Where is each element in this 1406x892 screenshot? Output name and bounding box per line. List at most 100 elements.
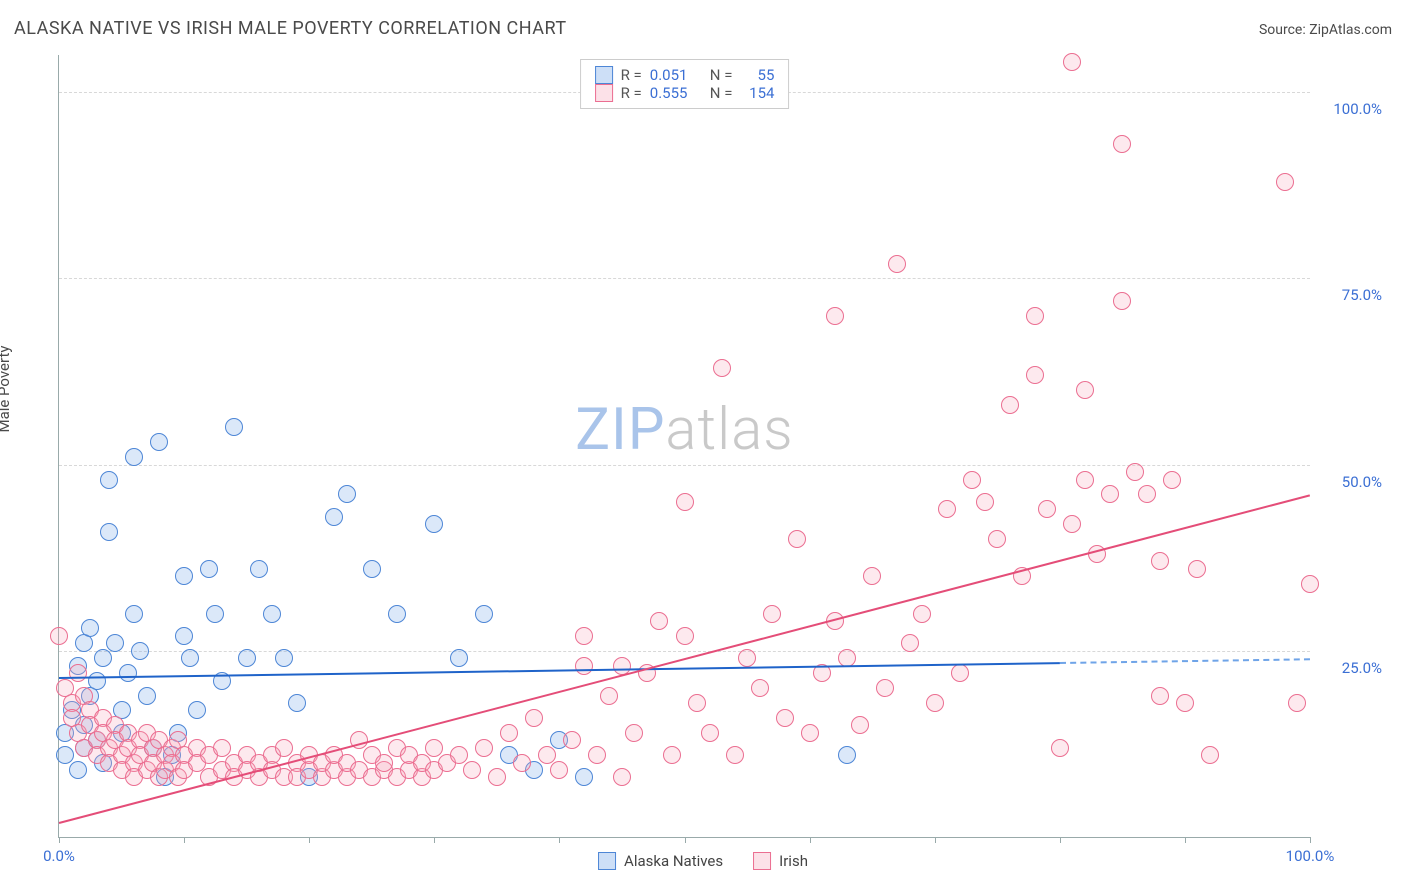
data-point-alaska [225, 418, 243, 436]
legend-swatch [595, 84, 613, 102]
legend-item-irish: Irish [753, 852, 808, 870]
x-tick [184, 837, 185, 843]
data-point-irish [575, 657, 593, 675]
data-point-irish [913, 605, 931, 623]
trend-alaska-ext [1060, 658, 1310, 664]
data-point-irish [901, 634, 919, 652]
data-point-alaska [138, 687, 156, 705]
data-point-irish [1026, 307, 1044, 325]
source-name: ZipAtlas.com [1309, 22, 1392, 38]
data-point-irish [425, 739, 443, 757]
data-point-irish [1151, 552, 1169, 570]
data-point-irish [1063, 515, 1081, 533]
legend-n-value: 55 [740, 66, 774, 84]
legend-label: Irish [779, 852, 808, 870]
data-point-irish [976, 493, 994, 511]
data-point-irish [763, 605, 781, 623]
data-point-irish [588, 746, 606, 764]
legend-n-label: N = [710, 84, 733, 102]
data-point-irish [701, 724, 719, 742]
data-point-irish [600, 687, 618, 705]
correlation-legend: R =0.051N =55R =0.555N =154 [580, 59, 790, 109]
x-tick [559, 837, 560, 843]
watermark-atlas: atlas [665, 396, 793, 464]
data-point-irish [713, 359, 731, 377]
data-point-irish [938, 500, 956, 518]
data-point-alaska [250, 560, 268, 578]
y-tick-label: 100.0% [1333, 100, 1382, 118]
data-point-alaska [325, 508, 343, 526]
data-point-alaska [338, 485, 356, 503]
data-point-alaska [125, 605, 143, 623]
data-point-irish [851, 716, 869, 734]
data-point-irish [1113, 292, 1131, 310]
data-point-irish [1038, 500, 1056, 518]
data-point-irish [1188, 560, 1206, 578]
data-point-alaska [188, 701, 206, 719]
data-point-irish [876, 679, 894, 697]
data-point-alaska [275, 649, 293, 667]
data-point-irish [538, 746, 556, 764]
data-point-irish [50, 627, 68, 645]
data-point-irish [963, 471, 981, 489]
data-point-alaska [56, 746, 74, 764]
data-point-alaska [838, 746, 856, 764]
data-point-irish [1201, 746, 1219, 764]
data-point-irish [1126, 463, 1144, 481]
data-point-irish [1138, 485, 1156, 503]
data-point-irish [988, 530, 1006, 548]
data-point-alaska [131, 642, 149, 660]
watermark-zip: ZIP [575, 396, 665, 464]
data-point-irish [751, 679, 769, 697]
data-point-irish [688, 694, 706, 712]
data-point-irish [275, 739, 293, 757]
data-point-irish [213, 739, 231, 757]
data-point-alaska [200, 560, 218, 578]
legend-r-label: R = [621, 84, 642, 102]
data-point-irish [1101, 485, 1119, 503]
legend-row-alaska: R = 0.051 N = 55 [595, 66, 775, 84]
data-point-irish [801, 724, 819, 742]
data-point-alaska [69, 761, 87, 779]
series-legend: Alaska NativesIrish [598, 852, 808, 870]
data-point-alaska [575, 768, 593, 786]
trend-alaska [59, 662, 1060, 679]
legend-r-value: 0.051 [650, 66, 702, 84]
data-point-irish [1051, 739, 1069, 757]
data-point-alaska [263, 605, 281, 623]
data-point-irish [738, 649, 756, 667]
chart-title: ALASKA NATIVE VS IRISH MALE POVERTY CORR… [14, 18, 567, 39]
data-point-irish [1301, 575, 1319, 593]
data-point-alaska [388, 605, 406, 623]
data-point-irish [1063, 53, 1081, 71]
data-point-irish [1076, 381, 1094, 399]
legend-n-label: N = [710, 66, 733, 84]
data-point-irish [1288, 694, 1306, 712]
data-point-irish [575, 627, 593, 645]
data-point-irish [475, 739, 493, 757]
data-point-irish [1113, 135, 1131, 153]
gridline [59, 278, 1310, 279]
data-point-irish [776, 709, 794, 727]
x-tick-label: 100.0% [1286, 847, 1335, 865]
x-tick [1060, 837, 1061, 843]
plot-area: ZIPatlas R =0.051N =55R =0.555N =154 25.… [58, 55, 1310, 838]
data-point-irish [650, 612, 668, 630]
data-point-irish [500, 724, 518, 742]
legend-swatch [595, 66, 613, 84]
data-point-alaska [206, 605, 224, 623]
data-point-irish [788, 530, 806, 548]
data-point-irish [663, 746, 681, 764]
legend-r-value: 0.555 [650, 84, 702, 102]
legend-r-label: R = [621, 66, 642, 84]
x-tick [935, 837, 936, 843]
data-point-irish [726, 746, 744, 764]
gridline [59, 465, 1310, 466]
source-prefix: Source: [1259, 22, 1309, 38]
data-point-irish [1026, 366, 1044, 384]
data-point-irish [826, 307, 844, 325]
data-point-irish [625, 724, 643, 742]
x-tick [434, 837, 435, 843]
data-point-irish [450, 746, 468, 764]
x-tick [685, 837, 686, 843]
